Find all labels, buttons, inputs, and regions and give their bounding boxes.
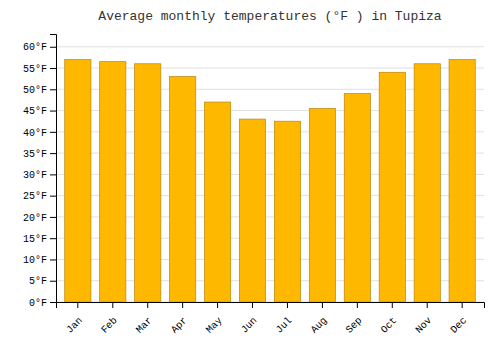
y-tick: 15°F — [23, 234, 56, 245]
bar — [135, 64, 161, 302]
y-tick: 20°F — [23, 213, 56, 224]
x-tick-label: Feb — [99, 315, 120, 336]
bar — [170, 77, 196, 302]
y-tick-mark — [50, 238, 56, 239]
x-tick-label: Nov — [414, 315, 435, 336]
x-tick-label: Mar — [134, 315, 155, 336]
x-tick: Dec — [449, 302, 470, 336]
x-tick-label: Jan — [64, 315, 85, 336]
y-tick: 60°F — [23, 42, 56, 53]
y-tick: 55°F — [23, 64, 56, 75]
x-tick-label: May — [204, 315, 225, 336]
y-tick: 40°F — [23, 128, 56, 139]
y-tick: 5°F — [29, 276, 56, 287]
x-tick: Jan — [64, 302, 85, 336]
y-tick-mark — [50, 217, 56, 218]
y-tick-label: 45°F — [23, 106, 47, 117]
x-tick-label: Apr — [169, 315, 190, 336]
x-tick-mark — [252, 302, 253, 308]
x-tick-label: Aug — [309, 315, 330, 336]
y-tick-mark — [50, 174, 56, 175]
x-tick-label: Oct — [379, 315, 400, 336]
y-tick: 45°F — [23, 106, 56, 117]
y-tick-mark — [50, 89, 56, 90]
grid — [56, 47, 484, 302]
x-tick-mark — [112, 302, 113, 308]
x-tick: Feb — [99, 302, 120, 336]
x-tick: Jun — [239, 302, 260, 336]
x-tick-label: Sep — [344, 315, 365, 336]
x-tick: Jul — [274, 302, 295, 336]
bar — [309, 108, 335, 302]
x-tick: May — [204, 302, 225, 336]
x-tick-mark — [427, 302, 428, 308]
y-tick: 10°F — [23, 255, 56, 266]
x-tick: Oct — [379, 302, 400, 336]
y-tick-mark — [50, 47, 56, 48]
chart: 0°F 5°F 10°F 15°F 20°F 25°F 30°F 35°F 40°F 45°F 50… — [0, 0, 500, 350]
x-tick: Apr — [169, 302, 190, 336]
bar — [274, 121, 300, 302]
bar — [414, 64, 440, 302]
x-tick-mark — [392, 302, 393, 308]
y-tick-mark — [50, 281, 56, 282]
title: Average monthly temperatures (°F ) in Tu… — [98, 9, 441, 24]
bars — [65, 60, 476, 302]
y-tick-mark — [50, 302, 56, 303]
x-tick-label: Jun — [239, 315, 260, 336]
y-tick-label: 55°F — [23, 64, 47, 75]
bar — [449, 60, 475, 302]
y-tick: 50°F — [23, 85, 56, 96]
x-tick: Sep — [344, 302, 365, 336]
plot: 0°F 5°F 10°F 15°F 20°F 25°F 30°F 35°F 40°F 45°F 50… — [23, 35, 485, 336]
y-tick-mark — [50, 132, 56, 133]
y-tick-mark — [50, 68, 56, 69]
y-tick: 25°F — [23, 191, 56, 202]
y-tick: 0°F — [29, 298, 56, 309]
grid-line — [56, 46, 484, 47]
y-tick: 35°F — [23, 149, 56, 160]
x-tick-mark — [147, 302, 148, 308]
x-tick-label: Jul — [274, 315, 295, 336]
x-axis: Jan Feb Mar Apr May Jun Jul Aug Sep Oct Nov Dec — [57, 302, 485, 336]
x-tick-mark — [322, 302, 323, 308]
y-tick-mark — [50, 111, 56, 112]
y-tick-label: 35°F — [23, 149, 47, 160]
bar — [65, 60, 91, 302]
y-tick-label: 0°F — [29, 298, 47, 309]
y-tick-label: 10°F — [23, 255, 47, 266]
y-tick: 30°F — [23, 170, 56, 181]
x-tick: Mar — [134, 302, 155, 336]
bar — [100, 62, 126, 302]
bar — [239, 119, 265, 302]
bar — [379, 72, 405, 302]
bar — [344, 94, 370, 302]
x-tick-mark — [182, 302, 183, 308]
y-axis: 0°F 5°F 10°F 15°F 20°F 25°F 30°F 35°F 40°F 45°F 50… — [23, 35, 57, 309]
x-axis-line — [57, 303, 485, 309]
y-tick-mark — [50, 153, 56, 154]
y-axis-line — [50, 35, 57, 303]
y-tick-label: 30°F — [23, 170, 47, 181]
x-tick-mark — [287, 302, 288, 308]
y-tick-label: 50°F — [23, 85, 47, 96]
y-tick-label: 15°F — [23, 234, 47, 245]
y-tick-label: 20°F — [23, 213, 47, 224]
y-tick-label: 60°F — [23, 42, 47, 53]
x-tick: Aug — [309, 302, 330, 336]
x-tick-mark — [217, 302, 218, 308]
x-tick-mark — [462, 302, 463, 308]
x-tick-mark — [357, 302, 358, 308]
y-tick-label: 5°F — [29, 276, 47, 287]
y-tick-mark — [50, 259, 56, 260]
y-tick-label: 40°F — [23, 128, 47, 139]
bar — [204, 102, 230, 302]
y-tick-mark — [50, 196, 56, 197]
x-tick-mark — [77, 302, 78, 308]
y-tick-label: 25°F — [23, 191, 47, 202]
x-tick-label: Dec — [449, 315, 470, 336]
x-tick: Nov — [414, 302, 435, 336]
